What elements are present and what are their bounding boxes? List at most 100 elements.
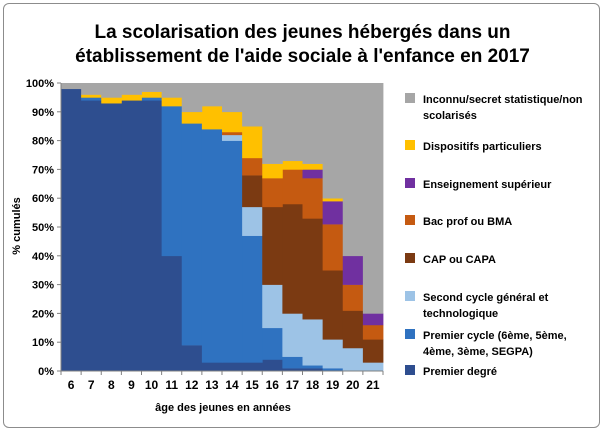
bar-segment-premier-degre-age-17 [282, 368, 303, 372]
bar-segment-cap-ou-capa-age-19 [322, 270, 344, 340]
bar-segment-dispositifs-particuliers-age-12 [181, 111, 203, 124]
bar-segment-enseignement-superieur-age-19 [322, 201, 344, 225]
legend-label: scolarisés [423, 110, 477, 122]
y-tick-label: 40% [32, 251, 54, 263]
bar-segment-bac-prof-ou-bma-age-18 [302, 178, 324, 219]
bar-segment-premier-degre-age-18 [302, 368, 324, 372]
bar-segment-dispositifs-particuliers-age-13 [201, 106, 223, 130]
bar-segment-second-cycle-general-et-technologique-age-14 [222, 134, 243, 141]
bar-segment-premier-cycle-6eme-5eme-4eme-3eme-segpa-age-10 [141, 97, 163, 101]
bar-segment-inconnu-secret-statistique-non-scolarises-age-8 [101, 83, 122, 98]
bar-segment-dispositifs-particuliers-age-8 [101, 97, 122, 104]
bar-segment-enseignement-superieur-age-18 [302, 169, 324, 179]
x-tick-label: 12 [185, 378, 199, 392]
x-tick-label: 21 [366, 378, 380, 392]
legend-entry: Premier degré [405, 365, 497, 378]
legend-entry: Bac prof ou BMA [405, 215, 512, 228]
bar-segment-bac-prof-ou-bma-age-20 [342, 284, 364, 311]
x-tick-label: 8 [108, 378, 115, 392]
bar-segment-second-cycle-general-et-technologique-age-16 [262, 284, 283, 329]
y-tick-label: 60% [32, 193, 54, 205]
x-tick-label: 16 [266, 378, 280, 392]
bar-segment-premier-degre-age-8 [101, 103, 122, 372]
bar-segment-dispositifs-particuliers-age-19 [322, 198, 344, 202]
chart-title-line-1: La scolarisation des jeunes hébergés dan… [94, 22, 511, 43]
y-tick-label: 10% [32, 337, 54, 349]
bar-segment-premier-degre-age-11 [161, 255, 183, 372]
bar-segment-premier-cycle-6eme-5eme-4eme-3eme-segpa-age-19 [322, 368, 344, 372]
x-tick-label: 20 [346, 378, 360, 392]
bar-segment-premier-degre-age-9 [121, 100, 142, 372]
bar-segment-cap-ou-capa-age-16 [262, 206, 283, 285]
bar-segment-bac-prof-ou-bma-age-21 [362, 324, 384, 340]
bar-segment-cap-ou-capa-age-15 [242, 175, 263, 208]
legend-swatch [405, 215, 415, 225]
bar-segment-dispositifs-particuliers-age-14 [222, 111, 243, 133]
y-tick-label: 50% [32, 222, 54, 234]
bar-segment-dispositifs-particuliers-age-16 [262, 163, 283, 179]
bar-segment-cap-ou-capa-age-18 [302, 218, 324, 320]
y-tick-label: 70% [32, 164, 54, 176]
legend-swatch [405, 178, 415, 188]
bar-segment-inconnu-secret-statistique-non-scolarises-age-7 [81, 83, 102, 95]
bar-segment-inconnu-secret-statistique-non-scolarises-age-17 [282, 83, 303, 162]
x-tick-label: 15 [246, 378, 260, 392]
bar-segment-premier-cycle-6eme-5eme-4eme-3eme-segpa-age-7 [81, 97, 102, 101]
legend-label: Premier degré [423, 366, 497, 378]
bar-segment-premier-degre-age-7 [81, 100, 102, 372]
bar-segment-inconnu-secret-statistique-non-scolarises-age-15 [242, 83, 263, 127]
bar-segment-second-cycle-general-et-technologique-age-21 [362, 362, 384, 372]
chart-title-line-2: établissement de l'aide sociale à l'enfa… [75, 46, 530, 67]
legend-label: Second cycle général et [423, 292, 549, 304]
bar-segment-premier-cycle-6eme-5eme-4eme-3eme-segpa-age-18 [302, 365, 324, 369]
legend-entry: Inconnu/secret statistique/non scolarisés [405, 93, 583, 122]
bar-segment-inconnu-secret-statistique-non-scolarises-age-18 [302, 83, 324, 164]
bar-segment-premier-degre-age-12 [181, 345, 203, 372]
bar-segment-dispositifs-particuliers-age-17 [282, 160, 303, 170]
bar-segment-premier-degre-age-16 [262, 359, 283, 372]
y-axis-label: % cumulés [11, 197, 23, 254]
legend-label: Dispositifs particuliers [423, 141, 542, 153]
legend-swatch [405, 253, 415, 263]
legend-swatch [405, 365, 415, 375]
y-tick-label: 100% [26, 78, 54, 90]
bar-segment-premier-cycle-6eme-5eme-4eme-3eme-segpa-age-17 [282, 356, 303, 369]
plot-area [61, 83, 384, 372]
legend-label: Enseignement supérieur [423, 179, 552, 191]
y-tick-label: 90% [32, 107, 54, 119]
bar-segment-inconnu-secret-statistique-non-scolarises-age-11 [161, 83, 183, 98]
bar-segment-enseignement-superieur-age-21 [362, 313, 384, 326]
bar-segment-premier-cycle-6eme-5eme-4eme-3eme-segpa-age-12 [181, 123, 203, 346]
bar-segment-inconnu-secret-statistique-non-scolarises-age-13 [201, 83, 223, 107]
bar-segment-bac-prof-ou-bma-age-15 [242, 157, 263, 176]
bar-segment-inconnu-secret-statistique-non-scolarises-age-9 [121, 83, 142, 95]
legend-swatch [405, 329, 415, 339]
legend-entry: Dispositifs particuliers [405, 140, 542, 153]
bar-segment-inconnu-secret-statistique-non-scolarises-age-19 [322, 83, 344, 199]
bar-segment-premier-degre-age-6 [61, 88, 82, 372]
bar-segment-premier-degre-age-14 [222, 362, 243, 372]
legend-swatch [405, 140, 415, 150]
bar-segment-premier-cycle-6eme-5eme-4eme-3eme-segpa-age-16 [262, 327, 283, 360]
x-tick-label: 14 [225, 378, 239, 392]
bar-segment-cap-ou-capa-age-21 [362, 339, 384, 363]
x-tick-labels: 6 7 8 9 10 11 12 13 14 15 16 17 18 19 20 21 [68, 378, 380, 392]
y-tick-label: 80% [32, 136, 54, 148]
bar-segment-second-cycle-general-et-technologique-age-20 [342, 347, 364, 372]
bar-segment-bac-prof-ou-bma-age-19 [322, 224, 344, 271]
bar-segment-premier-degre-age-15 [242, 362, 263, 372]
legend-entry: Second cycle général et technologique [405, 291, 549, 320]
legend-label: Premier cycle (6ème, 5ème, [423, 330, 567, 342]
legend-entry: Enseignement supérieur [405, 178, 552, 191]
bar-segment-dispositifs-particuliers-age-18 [302, 163, 324, 170]
bar-segment-bac-prof-ou-bma-age-14 [222, 131, 243, 136]
axes [57, 82, 384, 375]
bar-segment-bac-prof-ou-bma-age-16 [262, 178, 283, 208]
bar-segment-inconnu-secret-statistique-non-scolarises-age-20 [342, 83, 364, 257]
legend-label: technologique [423, 308, 498, 320]
legend-entry: CAP ou CAPA [405, 253, 496, 266]
bar-segment-premier-cycle-6eme-5eme-4eme-3eme-segpa-age-11 [161, 106, 183, 257]
bar-segment-premier-cycle-6eme-5eme-4eme-3eme-segpa-age-15 [242, 235, 263, 363]
y-tick-label: 0% [38, 366, 54, 378]
